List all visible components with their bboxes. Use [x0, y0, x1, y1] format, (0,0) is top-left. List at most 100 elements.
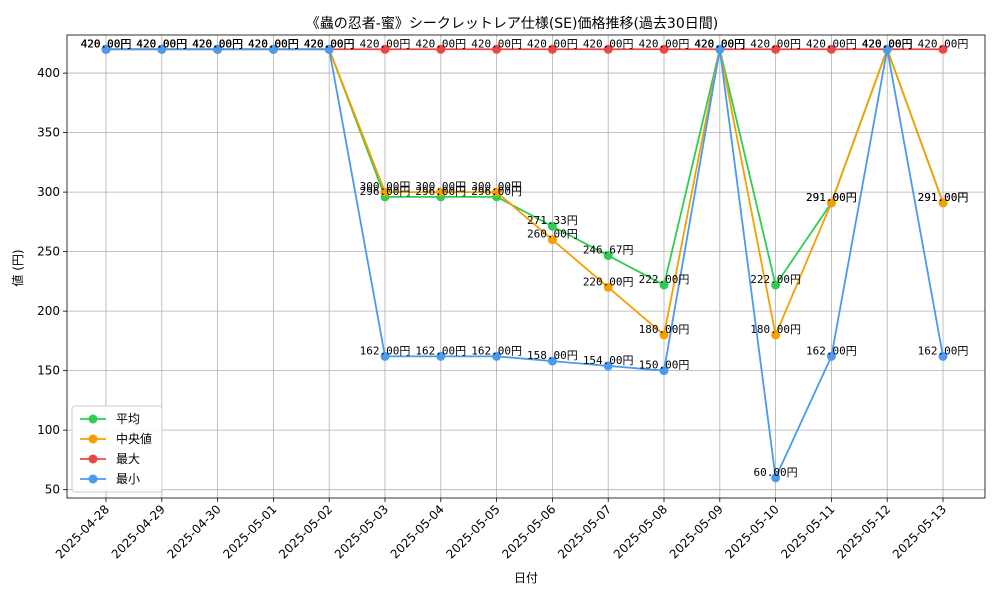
data-point [268, 44, 278, 54]
x-tick-label: 2025-05-13 [890, 502, 949, 561]
data-point [771, 280, 781, 290]
data-label: 296.00円 [471, 185, 522, 198]
data-label: 291.00円 [806, 191, 857, 204]
data-label: 420.00円 [192, 37, 243, 50]
data-label: 150.00円 [639, 359, 690, 372]
y-tick-label: 250 [37, 245, 60, 259]
data-label: 420.00円 [192, 37, 243, 50]
data-label: 162.00円 [918, 344, 969, 357]
data-point [826, 351, 836, 361]
data-label: 420.00円 [248, 37, 299, 50]
data-label: 420.00円 [192, 37, 243, 50]
data-point [882, 44, 892, 54]
data-point [826, 44, 836, 54]
data-label: 420.00円 [136, 37, 187, 50]
data-label: 296.00円 [415, 185, 466, 198]
data-point [659, 366, 669, 376]
data-label: 420.00円 [918, 37, 969, 50]
series-line [106, 46, 944, 288]
plot-frame [66, 34, 986, 499]
data-point [603, 44, 613, 54]
data-label: 420.00円 [81, 37, 132, 50]
data-label: 420.00円 [136, 37, 187, 50]
series-layer [101, 44, 948, 483]
x-tick-label: 2025-05-11 [778, 502, 837, 561]
data-label: 420.00円 [415, 37, 466, 50]
x-tick-label: 2025-04-29 [109, 502, 168, 561]
data-point [547, 44, 557, 54]
data-label: 300.00円 [360, 180, 411, 193]
data-point [492, 44, 502, 54]
data-label: 296.00円 [360, 185, 411, 198]
x-tick-label: 2025-05-04 [388, 502, 447, 561]
x-tick-label: 2025-05-05 [444, 502, 503, 561]
data-point [771, 330, 781, 340]
chart-title: 《蟲の忍者-蜜》シークレットレア仕様(SE)価格推移(過去30日間) [306, 16, 718, 32]
data-point [603, 251, 613, 261]
legend-marker [88, 474, 98, 484]
data-label: 60.00円 [754, 466, 798, 479]
data-label: 420.00円 [136, 37, 187, 50]
x-axis-label: 日付 [514, 571, 538, 585]
data-label: 420.00円 [862, 37, 913, 50]
data-label: 420.00円 [304, 37, 355, 50]
data-point [938, 44, 948, 54]
data-label: 420.00円 [81, 37, 132, 50]
data-point [603, 361, 613, 371]
data-point [547, 356, 557, 366]
data-point [826, 198, 836, 208]
data-point [380, 351, 390, 361]
data-label: 420.00円 [694, 37, 745, 50]
data-point [938, 351, 948, 361]
legend-label: 最小 [116, 472, 140, 486]
data-label: 420.00円 [862, 37, 913, 50]
data-label: 291.00円 [918, 191, 969, 204]
data-point [213, 44, 223, 54]
data-label: 420.00円 [248, 37, 299, 50]
y-tick-label: 400 [37, 66, 60, 80]
data-point [157, 44, 167, 54]
legend-marker [88, 414, 98, 424]
data-label: 420.00円 [806, 37, 857, 50]
data-label: 271.33円 [527, 214, 578, 227]
data-label: 260.00円 [527, 228, 578, 241]
data-point [771, 473, 781, 483]
data-label: 420.00円 [192, 37, 243, 50]
data-point [436, 187, 446, 197]
data-label: 420.00円 [81, 37, 132, 50]
data-point [659, 330, 669, 340]
data-point [436, 351, 446, 361]
data-label: 420.00円 [136, 37, 187, 50]
data-label: 300.00円 [415, 180, 466, 193]
data-label: 222.00円 [750, 273, 801, 286]
y-tick-label: 300 [37, 185, 60, 199]
x-tick-label: 2025-05-08 [611, 502, 670, 561]
x-tick-label: 2025-05-06 [499, 502, 558, 561]
x-tick-label: 2025-05-10 [723, 502, 782, 561]
y-tick-label: 50 [45, 483, 60, 497]
grid-layer [67, 35, 985, 498]
data-point [938, 198, 948, 208]
data-point [659, 44, 669, 54]
y-tick-label: 200 [37, 304, 60, 318]
data-label: 162.00円 [806, 344, 857, 357]
data-label: 420.00円 [694, 37, 745, 50]
data-label: 300.00円 [471, 180, 522, 193]
data-point [771, 44, 781, 54]
data-label: 291.00円 [806, 191, 857, 204]
data-label: 420.00円 [639, 37, 690, 50]
x-tick-label: 2025-05-03 [332, 502, 391, 561]
x-tick-label: 2025-05-12 [834, 502, 893, 561]
data-label: 420.00円 [248, 37, 299, 50]
data-point [436, 44, 446, 54]
data-label: 220.00円 [583, 275, 634, 288]
x-tick-label: 2025-05-07 [555, 502, 614, 561]
ticks-layer: 2025-04-282025-04-292025-04-302025-05-01… [37, 66, 949, 561]
y-tick-label: 100 [37, 423, 60, 437]
data-point [380, 44, 390, 54]
legend-box [71, 405, 163, 493]
